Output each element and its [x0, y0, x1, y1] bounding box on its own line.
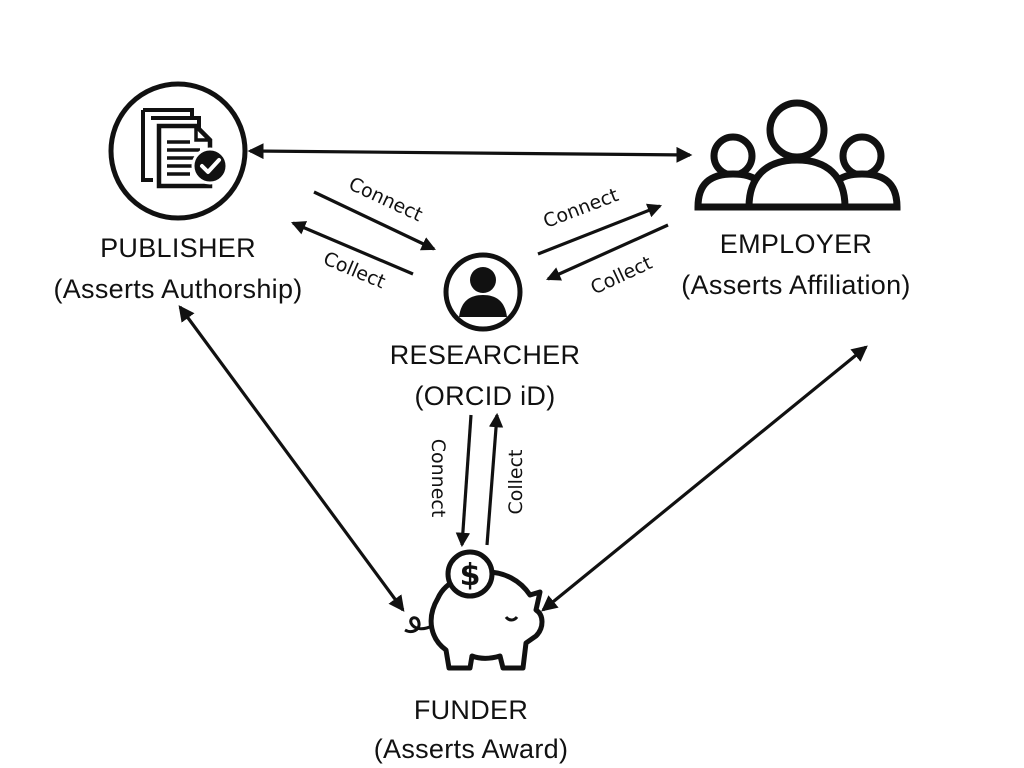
arrow-funder-to-researcher-collect	[485, 412, 504, 546]
employer-role: (Asserts Affiliation)	[681, 270, 910, 300]
document-check-icon	[108, 81, 248, 221]
publisher-role: (Asserts Authorship)	[53, 274, 302, 304]
person-avatar-icon	[443, 252, 523, 332]
researcher-role: (ORCID iD)	[415, 381, 556, 411]
funder-name: FUNDER	[414, 695, 528, 725]
employer-name: EMPLOYER	[720, 229, 872, 259]
piggy-bank-dollar-icon: $	[404, 549, 545, 671]
arrow-researcher-to-employer-connect	[537, 203, 663, 256]
publisher-connect-label: Connect	[345, 173, 425, 226]
publisher-collect-label: Collect	[320, 248, 388, 294]
publisher-name: PUBLISHER	[100, 233, 256, 263]
arrow-researcher-to-funder-connect	[455, 414, 473, 548]
arrow-researcher-to-publisher-collect	[291, 221, 414, 276]
funder-role: (Asserts Award)	[374, 734, 569, 764]
arrow-employer-to-researcher-collect	[546, 223, 669, 281]
svg-text:$: $	[460, 558, 481, 593]
arrow-publisher-to-researcher-connect	[313, 190, 436, 251]
arrow-publisher-funder	[178, 305, 405, 612]
funder-collect-label: Collect	[505, 449, 527, 514]
funder-connect-label: Connect	[427, 439, 449, 518]
researcher-name: RESEARCHER	[390, 340, 581, 370]
employer-collect-label: Collect	[587, 252, 655, 299]
arrow-publisher-employer	[247, 143, 693, 163]
people-group-icon	[694, 99, 901, 211]
arrow-employer-funder	[541, 345, 868, 612]
